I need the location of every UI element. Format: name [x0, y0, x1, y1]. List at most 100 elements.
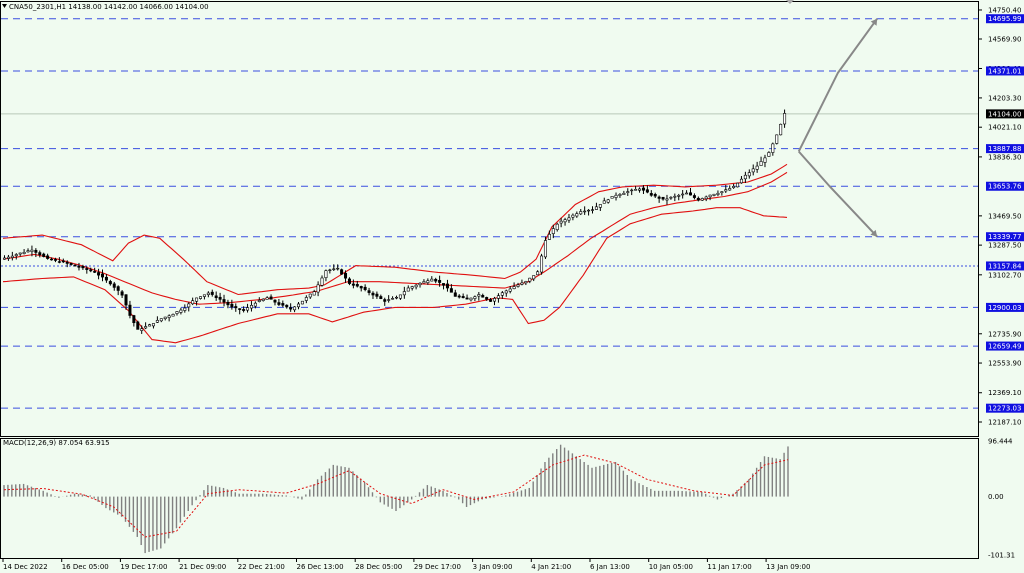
- candle-body: [775, 134, 779, 144]
- candle-body: [69, 263, 73, 265]
- main-pane-border: [0, 1, 979, 437]
- candle-body: [202, 294, 206, 297]
- x-tick-label: 26 Dec 13:00: [297, 563, 344, 571]
- candle-body: [316, 284, 320, 293]
- candle-body: [10, 255, 14, 258]
- candle-body: [101, 273, 105, 278]
- candle-body: [575, 213, 579, 217]
- candle-body: [253, 302, 257, 307]
- candle-body: [751, 168, 755, 173]
- candle-body: [230, 303, 234, 308]
- candle-body: [442, 283, 446, 286]
- x-tick-label: 28 Dec 05:00: [355, 563, 402, 571]
- chart-menu-triangle-icon[interactable]: [2, 4, 7, 8]
- candle-body: [445, 283, 449, 289]
- candle-body: [26, 250, 30, 253]
- candle-body: [387, 299, 391, 301]
- candle-body: [473, 296, 477, 299]
- candle-body: [543, 240, 547, 258]
- level-label-bg: [986, 232, 1024, 242]
- candle-body: [73, 264, 77, 267]
- level-label-bg: [986, 403, 1024, 413]
- candle-body: [485, 297, 489, 300]
- candle-body: [783, 113, 787, 125]
- candle-body: [512, 286, 516, 290]
- projection-line[interactable]: [797, 18, 878, 152]
- candle-body: [155, 320, 159, 323]
- candle-body: [590, 209, 594, 211]
- candle-body: [465, 297, 469, 300]
- candle-body: [661, 196, 665, 200]
- projection-line[interactable]: [798, 150, 878, 238]
- candle-body: [324, 270, 328, 279]
- candle-body: [516, 284, 520, 287]
- level-label-bg: [986, 181, 1024, 191]
- candle-body: [540, 255, 544, 273]
- candle-body: [351, 283, 355, 286]
- level-label-bg: [986, 109, 1024, 119]
- candle-body: [246, 307, 250, 311]
- macd-pane-border: [0, 438, 979, 559]
- candle-body: [685, 192, 689, 195]
- candle-body: [277, 302, 281, 305]
- y-tick-label: 13287.50: [988, 242, 1021, 250]
- x-tick-label: 19 Dec 17:00: [120, 563, 167, 571]
- main-pane[interactable]: [0, 1, 979, 437]
- candle-body: [398, 294, 402, 299]
- level-label-bg: [986, 341, 1024, 351]
- arrowhead-icon: [870, 229, 878, 237]
- candle-body: [763, 157, 767, 163]
- level-label-bg: [986, 302, 1024, 312]
- candle-body: [367, 290, 371, 293]
- candle-body: [496, 295, 500, 299]
- candle-body: [77, 265, 81, 268]
- candle-body: [183, 307, 187, 311]
- candle-body: [6, 256, 10, 259]
- candle-body: [453, 292, 457, 297]
- candle-body: [132, 315, 136, 324]
- candle-body: [438, 279, 442, 283]
- candle-body: [755, 165, 759, 170]
- candle-body: [191, 300, 195, 305]
- candle-body: [618, 194, 622, 196]
- price-candles: [2, 109, 787, 334]
- candle-body: [587, 209, 591, 212]
- candle-body: [434, 278, 438, 282]
- level-label-bg: [986, 14, 1024, 24]
- axes: 14750.4014569.9014386.4014203.3014021.10…: [2, 6, 1021, 571]
- y-tick-label: 12735.90: [988, 330, 1021, 338]
- candle-body: [222, 299, 226, 303]
- candle-body: [696, 197, 700, 201]
- candle-body: [234, 306, 238, 309]
- candle-body: [508, 288, 512, 292]
- scroll-marker-icon: [786, 0, 794, 4]
- candle-body: [767, 152, 771, 157]
- level-label: 12900.03: [988, 304, 1021, 312]
- candle-body: [759, 161, 763, 166]
- candle-body: [653, 194, 657, 197]
- candle-body: [402, 291, 406, 296]
- level-label: 14695.99: [988, 15, 1021, 23]
- candle-body: [626, 191, 630, 193]
- candle-body: [414, 284, 418, 288]
- candle-body: [128, 304, 132, 316]
- candle-body: [347, 278, 351, 284]
- candle-body: [296, 303, 300, 308]
- candle-body: [332, 268, 336, 270]
- candle-body: [148, 324, 152, 327]
- macd-pane[interactable]: [0, 438, 979, 559]
- macd-tick-label: 0.00: [988, 493, 1004, 501]
- candle-body: [355, 284, 359, 287]
- y-tick-label: 12187.10: [988, 418, 1021, 426]
- candle-body: [104, 276, 108, 281]
- level-label-bg: [986, 144, 1024, 154]
- candle-body: [461, 296, 465, 299]
- candle-body: [379, 296, 383, 299]
- candle-body: [371, 292, 375, 296]
- candle-body: [602, 200, 606, 204]
- candle-body: [61, 260, 65, 263]
- candle-body: [167, 315, 171, 318]
- candle-body: [175, 311, 179, 314]
- candle-body: [46, 255, 50, 259]
